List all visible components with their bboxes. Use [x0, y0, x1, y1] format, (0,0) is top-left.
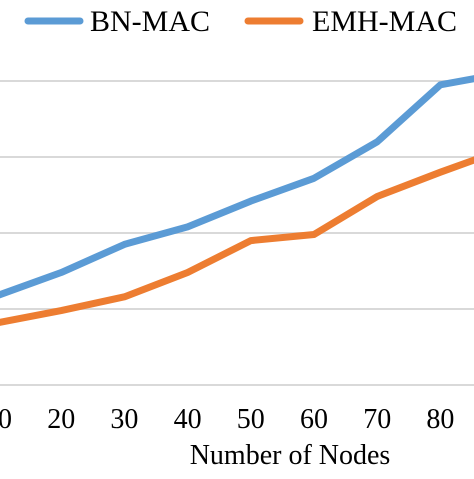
- data-point: [439, 171, 441, 173]
- data-point: [123, 243, 125, 245]
- data-point: [187, 272, 189, 274]
- data-point: [187, 226, 189, 228]
- data-point: [123, 296, 125, 298]
- data-point: [250, 240, 252, 242]
- data-point: [313, 177, 315, 179]
- x-tick-label: 50: [237, 404, 265, 435]
- x-axis-title: Number of Nodes: [190, 440, 391, 471]
- data-point: [376, 196, 378, 198]
- x-tick-label: 60: [300, 404, 328, 435]
- legend: BN-MAC EMH-MAC: [24, 5, 457, 38]
- x-tick-labels: 10 20 30 40 50 60 70 80: [0, 404, 454, 435]
- x-tick-label: 20: [47, 404, 75, 435]
- data-point: [250, 200, 252, 202]
- x-tick-label: 70: [363, 404, 391, 435]
- x-tick-label: 30: [110, 404, 138, 435]
- series-line-emh-mac: [0, 156, 474, 326]
- x-tick-label: 40: [174, 404, 202, 435]
- data-point: [376, 141, 378, 143]
- data-point: [439, 84, 441, 86]
- data-point: [60, 272, 62, 274]
- x-tick-label: 10: [0, 404, 12, 435]
- gridlines: [0, 80, 474, 386]
- data-point: [60, 310, 62, 312]
- series-lines: [0, 75, 474, 326]
- data-point: [313, 234, 315, 236]
- legend-label: BN-MAC: [90, 5, 210, 38]
- legend-label: EMH-MAC: [312, 5, 457, 38]
- x-tick-label: 80: [426, 404, 454, 435]
